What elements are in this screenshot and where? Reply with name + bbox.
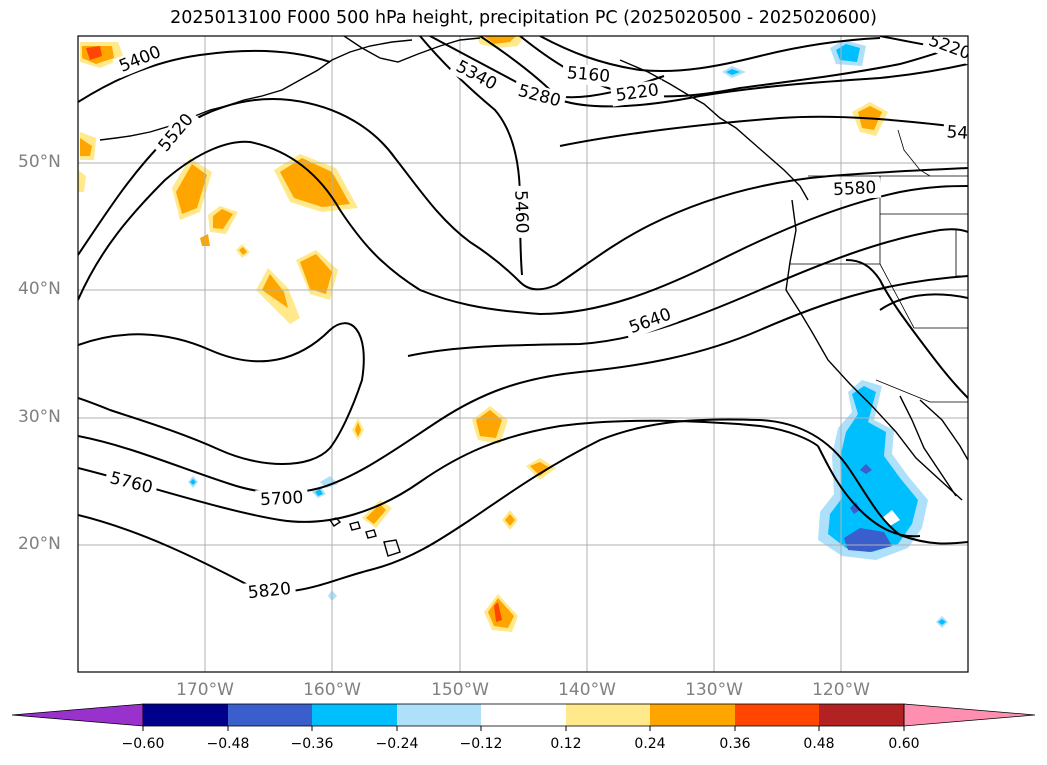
colorbar-extend-high xyxy=(903,703,1036,727)
precip-blob xyxy=(262,274,288,308)
coastline-aleutians xyxy=(99,39,413,141)
colorbar-tick-label: 0.48 xyxy=(803,736,835,752)
colorbar-segment xyxy=(312,704,397,726)
colorbar-segment xyxy=(397,704,481,726)
coastline-west-us xyxy=(785,199,963,501)
contour-5580 xyxy=(78,140,968,316)
colorbar-segment xyxy=(819,704,904,726)
contour-5520 xyxy=(78,98,968,291)
lat-label: 20°N xyxy=(18,534,61,554)
contour-label: 5460 xyxy=(510,190,531,234)
contour-right-1 xyxy=(817,445,921,538)
hawaii-island xyxy=(365,529,377,539)
contour-label: 5820 xyxy=(247,579,292,603)
precip-blob xyxy=(315,489,323,496)
precip-blob xyxy=(239,247,247,255)
coastline-baja xyxy=(899,395,957,497)
contour-label: 5580 xyxy=(833,178,877,200)
precip-blob xyxy=(505,514,515,526)
colorbar-tick-label: −0.12 xyxy=(459,736,503,752)
height-contours xyxy=(78,36,968,593)
hawaii-island xyxy=(349,521,361,531)
colorbar-segment xyxy=(228,704,312,726)
colorbar-tick-label: −0.48 xyxy=(206,736,250,752)
lon-label: 170°W xyxy=(176,680,234,700)
precip-blob xyxy=(355,422,361,437)
contour-label: 5160 xyxy=(566,63,611,87)
contour-5280 xyxy=(479,36,968,108)
precip-blob xyxy=(86,46,102,60)
precip-blob xyxy=(366,504,386,524)
contour-right-3 xyxy=(879,293,968,311)
precip-blob xyxy=(300,254,332,294)
colorbar-segment xyxy=(481,704,566,726)
lat-label: 40°N xyxy=(18,279,61,299)
contour-5160 xyxy=(539,36,881,73)
colorbar-tick-label: −0.24 xyxy=(375,736,419,752)
border-state xyxy=(875,379,968,403)
precip-blob xyxy=(176,164,207,214)
precip-blob xyxy=(320,476,338,488)
colorbar-tick-label: 0.60 xyxy=(888,736,920,752)
colorbar-segment xyxy=(143,704,228,726)
gridlines xyxy=(78,36,968,672)
lon-label: 160°W xyxy=(303,680,361,700)
colorbar-tick-label: −0.36 xyxy=(290,736,334,752)
precip-blob xyxy=(850,502,860,514)
precip-blob xyxy=(190,479,196,485)
contour-5700 xyxy=(78,275,968,494)
contour-5760 xyxy=(78,419,819,523)
contour-5640 xyxy=(78,322,365,465)
precip-blob xyxy=(836,44,860,62)
colorbar-tick-label: 0.24 xyxy=(634,736,666,752)
lon-label: 150°W xyxy=(431,680,489,700)
colorbar-extend-low xyxy=(11,703,144,727)
border-state xyxy=(897,129,931,177)
precip-blob xyxy=(494,602,502,622)
lon-label: 140°W xyxy=(558,680,616,700)
colorbar-segment xyxy=(566,704,650,726)
contour-54 xyxy=(559,115,968,147)
lon-label: 120°W xyxy=(812,680,870,700)
precip-blob xyxy=(726,69,740,75)
hawaii-island xyxy=(383,539,401,557)
contour-label: 5700 xyxy=(260,488,304,510)
precip-blob xyxy=(213,209,233,229)
colorbar-segment xyxy=(650,704,735,726)
colorbar-tick-label: −0.60 xyxy=(121,736,165,752)
colorbar-tick-label: 0.12 xyxy=(550,736,582,752)
precip-blob xyxy=(484,36,516,44)
precip-blob xyxy=(844,528,892,552)
coastline-gulf xyxy=(919,399,968,461)
contour-5640b xyxy=(407,228,968,357)
contour-right-2 xyxy=(845,259,968,399)
precip-blob xyxy=(80,138,92,156)
lat-label: 50°N xyxy=(18,152,61,172)
lon-label: 130°W xyxy=(685,680,743,700)
precip-blob xyxy=(530,462,550,476)
precip-blob xyxy=(860,464,872,474)
contour-5400 xyxy=(78,50,331,103)
colorbar xyxy=(11,703,1036,731)
map-frame xyxy=(77,35,969,673)
colorbar-tick-label: 0.36 xyxy=(719,736,751,752)
precip-blob xyxy=(476,410,502,438)
precip-blob xyxy=(938,619,946,625)
precip-blob xyxy=(78,170,86,192)
precip-negative-areas xyxy=(188,40,948,628)
lat-label: 30°N xyxy=(18,407,61,427)
map-title: 2025013100 F000 500 hPa height, precipit… xyxy=(170,8,877,28)
coastline-alaska xyxy=(343,36,481,63)
contour-label: 54 xyxy=(946,122,969,143)
colorbar-segment xyxy=(735,704,819,726)
precip-positive-areas xyxy=(78,36,888,632)
map-area: 5400 5520 5340 5280 5160 5220 5220 54 54… xyxy=(78,36,969,672)
precip-blob xyxy=(828,386,918,552)
